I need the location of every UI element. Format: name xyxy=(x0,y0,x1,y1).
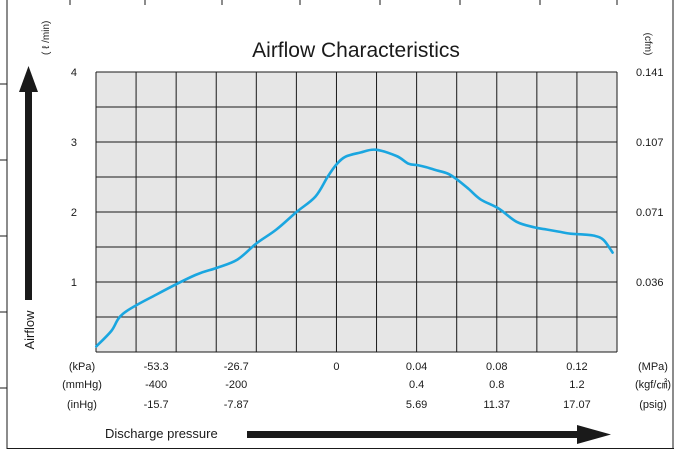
x-tick-label: 0.4 xyxy=(409,379,424,391)
y-tick-label-right: 0.036 xyxy=(636,277,664,289)
y-tick-label-left: 2 xyxy=(71,207,77,219)
x-axis-label: Discharge pressure xyxy=(105,426,218,441)
x-scale-rows: (kPa) (MPa) -53.3 -26.7 0 0.04 0.08 0.12 (mmHg) (… xyxy=(62,361,671,411)
chart-title: Airflow Characteristics xyxy=(252,39,460,62)
x-tick-label: -15.7 xyxy=(144,399,169,411)
x-tick-label: 17.07 xyxy=(563,399,591,411)
discharge-pressure-arrow xyxy=(247,425,611,444)
y-tick-label-left: 3 xyxy=(71,137,77,149)
x-unit-right: (kgf/㎠) xyxy=(635,378,671,391)
x-tick-label: -200 xyxy=(225,379,247,391)
airflow-arrow xyxy=(19,66,38,300)
x-tick-label: 0.04 xyxy=(406,361,427,373)
y-unit-left: ( ℓ /min) xyxy=(41,21,52,55)
y-tick-label-left: 1 xyxy=(71,277,77,289)
x-unit-left: (mmHg) xyxy=(62,379,102,391)
x-unit-left: (inHg) xyxy=(67,399,97,411)
x-tick-label: 0.12 xyxy=(566,361,587,373)
y-ticks: 4 0.141 3 0.107 2 0.071 1 0.036 xyxy=(71,67,664,289)
y-tick-label-right: 0.071 xyxy=(636,207,664,219)
y-tick-label-right: 0.107 xyxy=(636,137,664,149)
x-unit-left: (kPa) xyxy=(69,361,95,373)
x-tick-label: 11.37 xyxy=(483,399,510,411)
y-unit-right: (cfm) xyxy=(642,33,653,56)
y-axis-label: Airflow xyxy=(22,310,37,350)
x-tick-label: 1.2 xyxy=(569,379,584,391)
x-tick-label: -400 xyxy=(145,379,167,391)
x-unit-right: (MPa) xyxy=(638,361,668,373)
x-tick-label: 5.69 xyxy=(406,399,427,411)
x-tick-label: -7.87 xyxy=(224,399,249,411)
x-tick-label: 0 xyxy=(333,361,339,373)
airflow-curve xyxy=(95,148,614,348)
x-unit-right: (psig) xyxy=(639,399,667,411)
y-tick-label-left: 4 xyxy=(71,67,77,79)
y-tick-label-right: 0.141 xyxy=(636,67,664,79)
x-tick-label: 0.8 xyxy=(489,379,504,391)
x-tick-label: -53.3 xyxy=(144,361,169,373)
x-tick-label: 0.08 xyxy=(486,361,507,373)
x-tick-label: -26.7 xyxy=(224,361,249,373)
